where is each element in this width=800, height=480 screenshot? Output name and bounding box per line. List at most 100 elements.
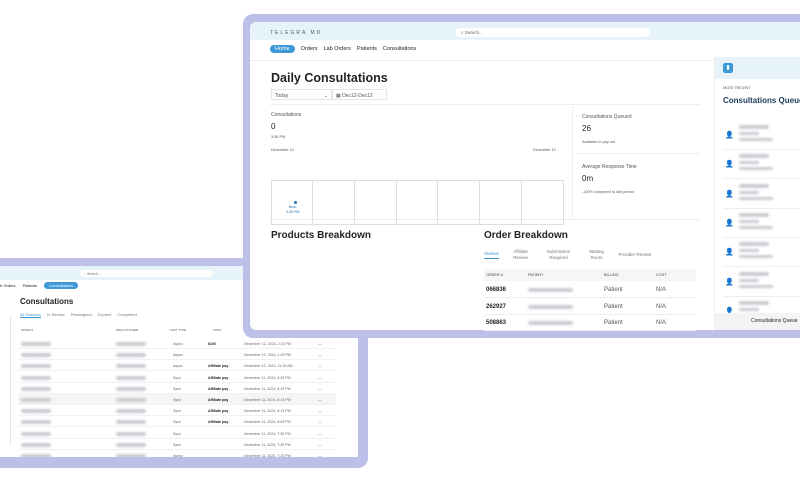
search-input[interactable]: ⌕ Search... bbox=[455, 28, 650, 37]
nav-orders[interactable]: Orders bbox=[300, 46, 318, 52]
table-row[interactable]: Async December 11, 2024, 7:10 PM — bbox=[18, 450, 336, 457]
patient-name-redacted bbox=[21, 386, 51, 391]
tab-in-review[interactable]: In Review bbox=[47, 312, 65, 317]
queue-item[interactable]: 👤 bbox=[723, 121, 800, 150]
table-row[interactable]: Async Affiliate pay December 12, 2024, 1… bbox=[18, 360, 336, 372]
table-row[interactable]: Sync December 11, 2024, 7:30 PM — bbox=[18, 428, 336, 439]
tab-provider-review[interactable]: Provider Review bbox=[618, 252, 652, 257]
practitioner-redacted bbox=[739, 255, 773, 259]
col-practitioner: PRACTITIONER bbox=[116, 328, 139, 332]
nav: b Orders Patients Consultations bbox=[0, 282, 85, 289]
nav-lab-orders[interactable]: Lab Orders bbox=[323, 46, 351, 52]
tab-all-statuses[interactable]: All Statuses bbox=[20, 312, 42, 318]
patient-name-redacted bbox=[21, 454, 51, 457]
row-action[interactable]: — bbox=[318, 442, 322, 447]
nav-patients[interactable]: Patients bbox=[22, 283, 38, 288]
chart-cell bbox=[396, 180, 439, 225]
date: December 11, 2024, 7:30 PM bbox=[244, 431, 291, 436]
table-row[interactable]: Async December 12, 2024, 1:49 PM — bbox=[18, 349, 336, 361]
chart-icon[interactable]: ▮ bbox=[723, 63, 733, 73]
row-action[interactable]: — bbox=[318, 364, 322, 369]
tab-started[interactable]: Started bbox=[484, 251, 499, 259]
visit-type: Async bbox=[173, 364, 183, 369]
table-row[interactable]: Sync Affiliate pay December 11, 2024, 8:… bbox=[18, 405, 336, 417]
queue-item[interactable]: 👤 bbox=[723, 238, 800, 268]
patient-name-redacted bbox=[21, 375, 51, 380]
date: December 11, 2024, 7:10 PM bbox=[244, 454, 291, 457]
nav-home[interactable]: Home bbox=[270, 45, 295, 53]
patient-name-redacted bbox=[528, 304, 573, 309]
detail-redacted bbox=[739, 161, 759, 165]
calendar-icon: ▦ bbox=[336, 92, 341, 99]
table-row[interactable]: Async $100 December 12, 2024, 2:13 PM — bbox=[18, 338, 336, 349]
date: December 11, 2024, 8:19 PM bbox=[244, 386, 291, 391]
detail-redacted bbox=[739, 219, 759, 223]
table-row[interactable]: Sync Affiliate pay December 11, 2024, 8:… bbox=[18, 394, 336, 405]
order-row[interactable]: 262927 Patient N/A bbox=[484, 299, 696, 315]
user-icon: 👤 bbox=[725, 219, 734, 227]
visit-type: Sync bbox=[173, 398, 181, 402]
practitioner-name-redacted bbox=[116, 342, 146, 346]
tab-affiliate-review[interactable]: Affiliate Review bbox=[513, 249, 528, 260]
nav-consultations[interactable]: Consultations bbox=[382, 46, 417, 52]
row-action[interactable]: — bbox=[318, 375, 322, 380]
patient-name-redacted bbox=[528, 288, 573, 292]
chart-cell bbox=[521, 180, 564, 225]
queue-item[interactable]: 👤 bbox=[723, 268, 800, 297]
chart-cell bbox=[480, 180, 522, 225]
order-row[interactable]: 508863 Patient N/A bbox=[484, 315, 696, 331]
nav-patients[interactable]: Patients bbox=[357, 46, 377, 52]
order-id: 066836 bbox=[486, 287, 507, 293]
col-billing: BILLING bbox=[604, 273, 619, 277]
queue-item[interactable]: 👤 bbox=[723, 180, 800, 209]
practitioner-name-redacted bbox=[116, 431, 146, 436]
search-input[interactable]: ⌕ Search... bbox=[80, 270, 213, 277]
detail-redacted bbox=[739, 278, 759, 282]
tab-reassigned[interactable]: Reassigned bbox=[70, 312, 92, 317]
date: December 11, 2024, 8:13 PM bbox=[244, 409, 291, 414]
cost: Affiliate pay bbox=[208, 375, 229, 380]
row-action[interactable]: — bbox=[318, 420, 322, 425]
range-select[interactable]: Today ⌄ bbox=[271, 89, 332, 100]
nav-lab-orders[interactable]: b Orders bbox=[0, 283, 16, 288]
table-row[interactable]: Sync Affiliate pay December 11, 2024, 8:… bbox=[18, 383, 336, 394]
row-action[interactable]: — bbox=[318, 342, 322, 346]
most-recent-label: MOST RECENT bbox=[723, 86, 751, 90]
patient-name-redacted bbox=[739, 125, 769, 129]
col-visit-type: VISIT TYPE bbox=[170, 328, 187, 332]
visit-type: Sync bbox=[173, 442, 181, 447]
date: December 12, 2024, 11:19 AM bbox=[244, 364, 293, 369]
now-text: Now, bbox=[288, 205, 297, 209]
nav-consultations[interactable]: Consultations bbox=[44, 282, 79, 289]
practitioner-redacted bbox=[739, 225, 773, 229]
row-action[interactable]: — bbox=[318, 431, 322, 436]
page-title: Daily Consultations bbox=[271, 71, 388, 85]
order-row[interactable]: 066836 Patient N/A bbox=[484, 282, 696, 298]
order-title: Order Breakdown bbox=[484, 230, 568, 241]
tab-submission-required[interactable]: Submission Required bbox=[546, 249, 571, 260]
queue-footer[interactable]: Consultations Queue bbox=[715, 313, 800, 330]
row-action[interactable]: — bbox=[318, 353, 322, 358]
consultations-label: Consultations bbox=[271, 112, 302, 118]
table-row[interactable]: Sync Affiliate pay December 11, 2024, 8:… bbox=[18, 372, 336, 383]
row-action[interactable]: — bbox=[318, 398, 322, 402]
tab-waiting-room[interactable]: Waiting Room bbox=[589, 249, 604, 260]
row-action[interactable]: — bbox=[318, 386, 322, 391]
row-action[interactable]: — bbox=[318, 409, 322, 414]
consultations-time: 3:38 PM bbox=[271, 135, 286, 139]
col-patient: PATIENT bbox=[21, 328, 34, 332]
table-row[interactable]: Sync December 11, 2024, 7:30 PM — bbox=[18, 439, 336, 450]
tab-completed[interactable]: Completed bbox=[117, 312, 137, 317]
search-placeholder: Search... bbox=[464, 30, 483, 35]
practitioner-name-redacted bbox=[116, 442, 146, 447]
order-id: 262927 bbox=[486, 303, 507, 310]
row-action[interactable]: — bbox=[318, 454, 322, 457]
table-row[interactable]: Sync Affiliate pay December 11, 2024, 8:… bbox=[18, 416, 336, 428]
queue-item[interactable]: 👤 bbox=[723, 209, 800, 238]
date-range-picker[interactable]: ▦ Dec12-Dec12 bbox=[332, 89, 387, 100]
patient-name-redacted bbox=[21, 431, 51, 436]
tab-expired[interactable]: Expired bbox=[97, 312, 112, 317]
date: December 11, 2024, 7:30 PM bbox=[244, 442, 291, 447]
queue-item[interactable]: 👤 bbox=[723, 150, 800, 180]
user-icon: 👤 bbox=[725, 161, 734, 169]
